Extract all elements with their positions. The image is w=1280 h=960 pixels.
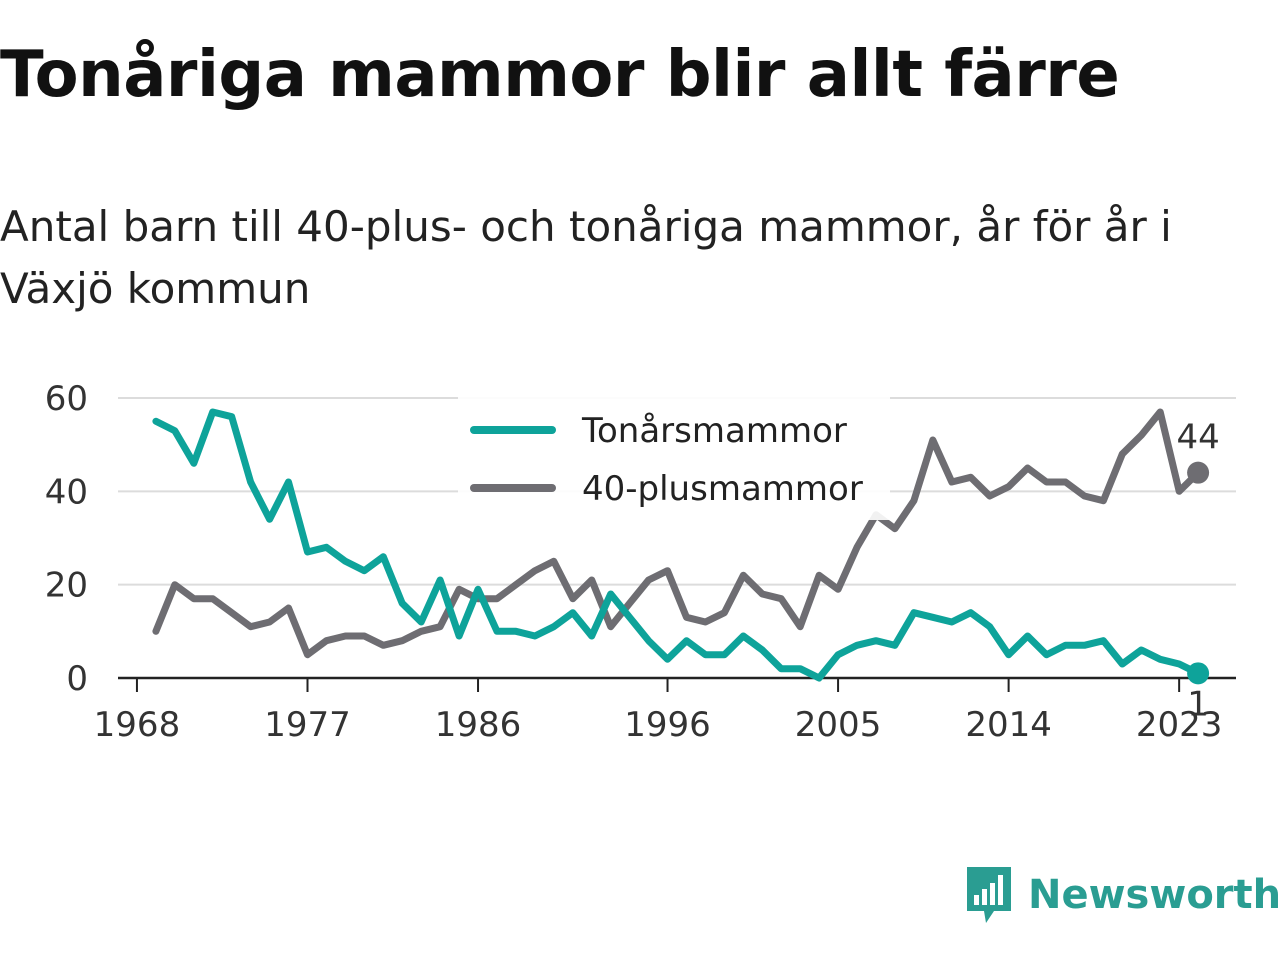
line-chart: 0 20 40 60 1968 1977 1986 1996 2005 2014 2023 Ton… bbox=[45, 379, 1236, 745]
y-tick-label: 60 bbox=[45, 379, 88, 419]
end-point bbox=[1187, 662, 1210, 685]
series-lines bbox=[152, 408, 1210, 685]
x-tick-label: 1996 bbox=[624, 705, 711, 745]
newsworthy-logo: Newsworthy bbox=[964, 864, 1280, 926]
legend: Tonårsmammor 40-plusmammor bbox=[458, 396, 890, 520]
x-tick-label: 2023 bbox=[1136, 705, 1223, 745]
x-axis: 1968 1977 1986 1996 2005 2014 2023 bbox=[94, 676, 1236, 745]
x-tick-label: 2014 bbox=[965, 705, 1052, 745]
y-tick-label: 20 bbox=[45, 566, 88, 606]
x-tick-label: 1977 bbox=[264, 705, 351, 745]
y-tick-label: 40 bbox=[45, 472, 88, 512]
newsworthy-wordmark: Newsworthy bbox=[1028, 872, 1280, 918]
legend-background bbox=[458, 396, 890, 520]
chart-title: Tonåriga mammor blir allt färre bbox=[0, 38, 1120, 112]
x-tick-label: 1986 bbox=[435, 705, 522, 745]
chart-subtitle: Antal barn till 40-plus- och tonåriga ma… bbox=[0, 202, 1172, 313]
x-tick-label: 2005 bbox=[795, 705, 882, 745]
end-value-label: 1 bbox=[1187, 684, 1209, 724]
x-tick-label: 1968 bbox=[94, 705, 181, 745]
end-value-label: 44 bbox=[1176, 418, 1219, 458]
end-point bbox=[1187, 461, 1210, 484]
legend-label: Tonårsmammor bbox=[581, 411, 847, 451]
series-line-40-plusmammor bbox=[152, 408, 1202, 659]
end-labels: 1 44 bbox=[1176, 418, 1219, 725]
legend-label: 40-plusmammor bbox=[582, 469, 863, 509]
y-tick-label: 0 bbox=[66, 659, 88, 699]
series-line-tonarsmammor bbox=[152, 408, 1202, 682]
y-axis-ticks: 0 20 40 60 bbox=[45, 379, 88, 699]
newsworthy-logo-icon bbox=[967, 867, 1011, 923]
